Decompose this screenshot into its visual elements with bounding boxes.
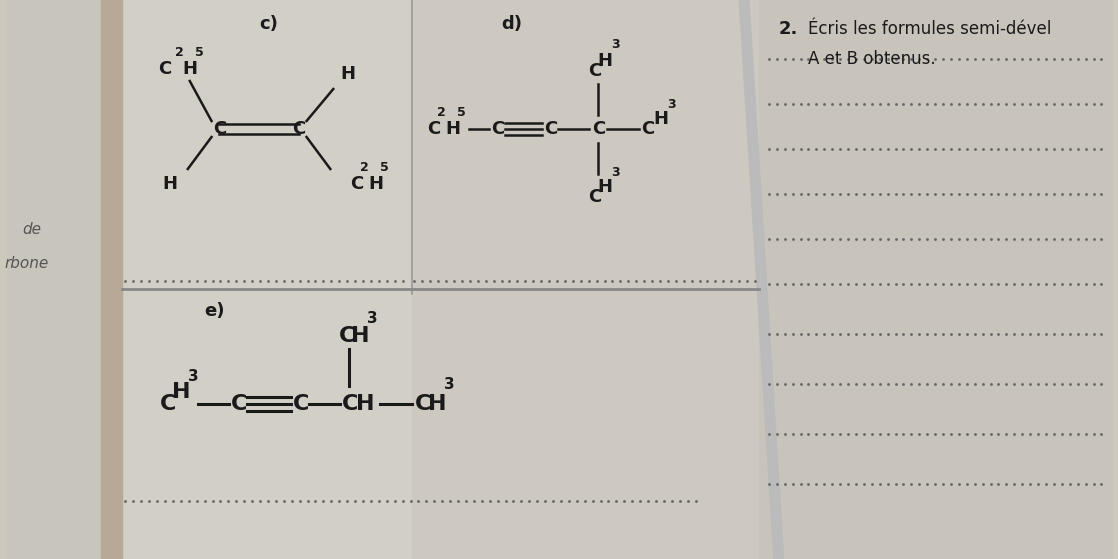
Text: H: H (172, 382, 190, 402)
Bar (7, 0, 101, 559)
Text: C: C (427, 120, 440, 138)
Text: de: de (22, 221, 41, 236)
Text: C: C (160, 394, 177, 414)
Text: H: H (162, 175, 178, 193)
Text: H: H (653, 110, 669, 128)
Text: C: C (212, 120, 226, 138)
Text: C: C (350, 175, 363, 193)
Text: C: C (491, 120, 504, 138)
Bar (759, 0, 1114, 559)
Text: H: H (428, 394, 447, 414)
Text: H: H (183, 60, 198, 78)
Text: H: H (351, 326, 370, 346)
Text: H: H (356, 394, 375, 414)
Text: H: H (341, 65, 356, 83)
Text: d): d) (501, 15, 522, 33)
Text: 5: 5 (380, 161, 389, 174)
Text: C: C (544, 120, 558, 138)
Text: H: H (445, 120, 461, 138)
Text: C: C (159, 60, 172, 78)
Text: 3: 3 (612, 166, 620, 179)
Bar (123, 0, 415, 559)
Text: 2: 2 (437, 106, 446, 119)
Text: H: H (598, 52, 613, 70)
Text: H: H (368, 175, 383, 193)
Text: C: C (588, 62, 601, 80)
Text: C: C (339, 326, 356, 346)
Bar (413, 0, 759, 559)
Text: C: C (588, 188, 601, 206)
Text: c): c) (259, 15, 278, 33)
Text: C: C (231, 394, 248, 414)
Text: 3: 3 (612, 38, 620, 51)
Bar (101, 0, 123, 559)
Text: e): e) (205, 302, 225, 320)
Text: 5: 5 (195, 46, 203, 59)
Text: 2.: 2. (779, 20, 798, 38)
Text: C: C (415, 394, 430, 414)
Text: 3: 3 (367, 311, 378, 326)
Text: C: C (591, 120, 605, 138)
Text: A et B obtenus.: A et B obtenus. (808, 50, 936, 68)
Text: C: C (641, 120, 654, 138)
Text: C: C (342, 394, 359, 414)
Text: 3: 3 (188, 369, 198, 384)
Text: 3: 3 (444, 377, 455, 392)
Text: 2: 2 (360, 161, 369, 174)
Text: C: C (293, 394, 309, 414)
Text: rbone: rbone (4, 257, 48, 272)
Text: H: H (598, 178, 613, 196)
Text: 2: 2 (174, 46, 183, 59)
Text: Écris les formules semi-dével: Écris les formules semi-dével (808, 20, 1052, 38)
Text: 3: 3 (666, 98, 675, 111)
Text: 5: 5 (457, 106, 466, 119)
Text: C: C (292, 120, 305, 138)
